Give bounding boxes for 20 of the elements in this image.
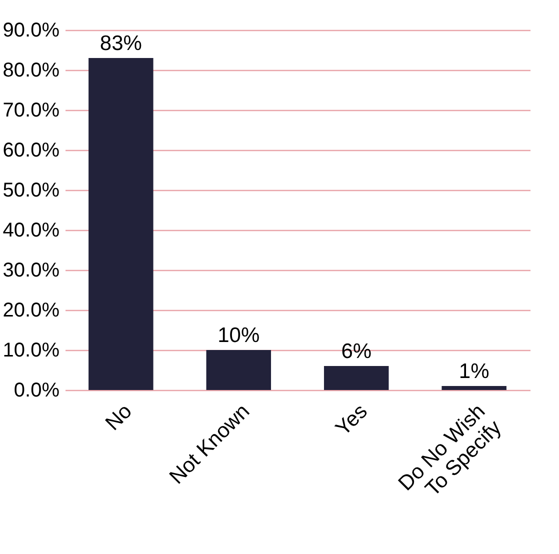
bar	[442, 386, 506, 390]
data-label: 6%	[341, 340, 372, 363]
y-tick-label: 50.0%	[2, 180, 60, 202]
y-tick-label: 60.0%	[2, 140, 60, 162]
y-tick-label: 10.0%	[2, 340, 60, 362]
x-tick-label: No	[101, 400, 136, 436]
y-tick-label: 70.0%	[2, 100, 60, 122]
y-tick-label: 40.0%	[2, 220, 60, 242]
data-label: 1%	[458, 360, 490, 383]
y-tick-label: 80.0%	[2, 60, 60, 82]
bar	[324, 366, 389, 390]
data-label: 83%	[100, 32, 142, 55]
y-tick-label: 30.0%	[2, 260, 60, 282]
x-tick-label: Yes	[331, 400, 372, 440]
bar	[206, 350, 272, 390]
y-tick-label: 0.0%	[14, 380, 60, 402]
y-tick-label: 20.0%	[2, 300, 60, 322]
bar	[88, 58, 154, 390]
y-tick-label: 90.0%	[2, 20, 60, 42]
data-label: 10%	[218, 324, 260, 347]
